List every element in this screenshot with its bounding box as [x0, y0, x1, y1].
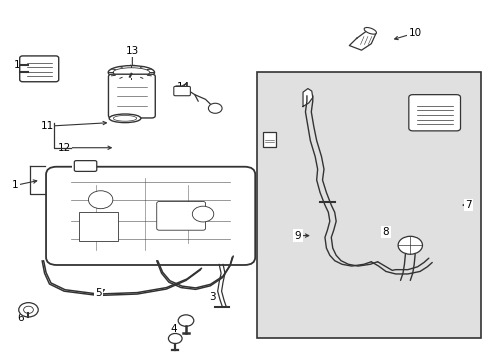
- Text: 6: 6: [17, 313, 23, 323]
- FancyBboxPatch shape: [173, 86, 190, 96]
- Text: 9: 9: [294, 231, 301, 240]
- Text: 4: 4: [170, 324, 177, 334]
- Text: 12: 12: [58, 143, 71, 153]
- Circle shape: [208, 103, 222, 113]
- FancyBboxPatch shape: [157, 202, 205, 230]
- Text: 2: 2: [73, 161, 80, 171]
- Ellipse shape: [109, 114, 141, 123]
- Ellipse shape: [364, 27, 376, 34]
- Text: 3: 3: [209, 292, 216, 302]
- Text: 7: 7: [465, 200, 471, 210]
- FancyBboxPatch shape: [263, 132, 275, 147]
- Text: 11: 11: [41, 121, 54, 131]
- Text: 1: 1: [12, 180, 19, 190]
- Ellipse shape: [113, 116, 137, 121]
- FancyBboxPatch shape: [46, 167, 255, 265]
- Circle shape: [192, 206, 213, 222]
- Circle shape: [168, 333, 182, 343]
- Circle shape: [23, 306, 33, 314]
- Polygon shape: [303, 89, 312, 107]
- FancyBboxPatch shape: [108, 74, 155, 118]
- Circle shape: [178, 315, 193, 326]
- Circle shape: [397, 236, 422, 254]
- FancyBboxPatch shape: [408, 95, 460, 131]
- Polygon shape: [348, 30, 375, 50]
- Bar: [256, 72, 480, 338]
- FancyBboxPatch shape: [20, 56, 59, 82]
- Text: 13: 13: [125, 46, 139, 56]
- Circle shape: [19, 303, 38, 317]
- FancyBboxPatch shape: [79, 212, 118, 241]
- Text: 5: 5: [95, 288, 102, 298]
- Text: 10: 10: [408, 28, 421, 38]
- FancyBboxPatch shape: [74, 161, 97, 171]
- Ellipse shape: [113, 68, 149, 77]
- Circle shape: [88, 191, 113, 209]
- Ellipse shape: [108, 66, 154, 79]
- Text: 15: 15: [14, 60, 27, 70]
- Text: 14: 14: [177, 82, 190, 92]
- Text: 8: 8: [382, 227, 388, 237]
